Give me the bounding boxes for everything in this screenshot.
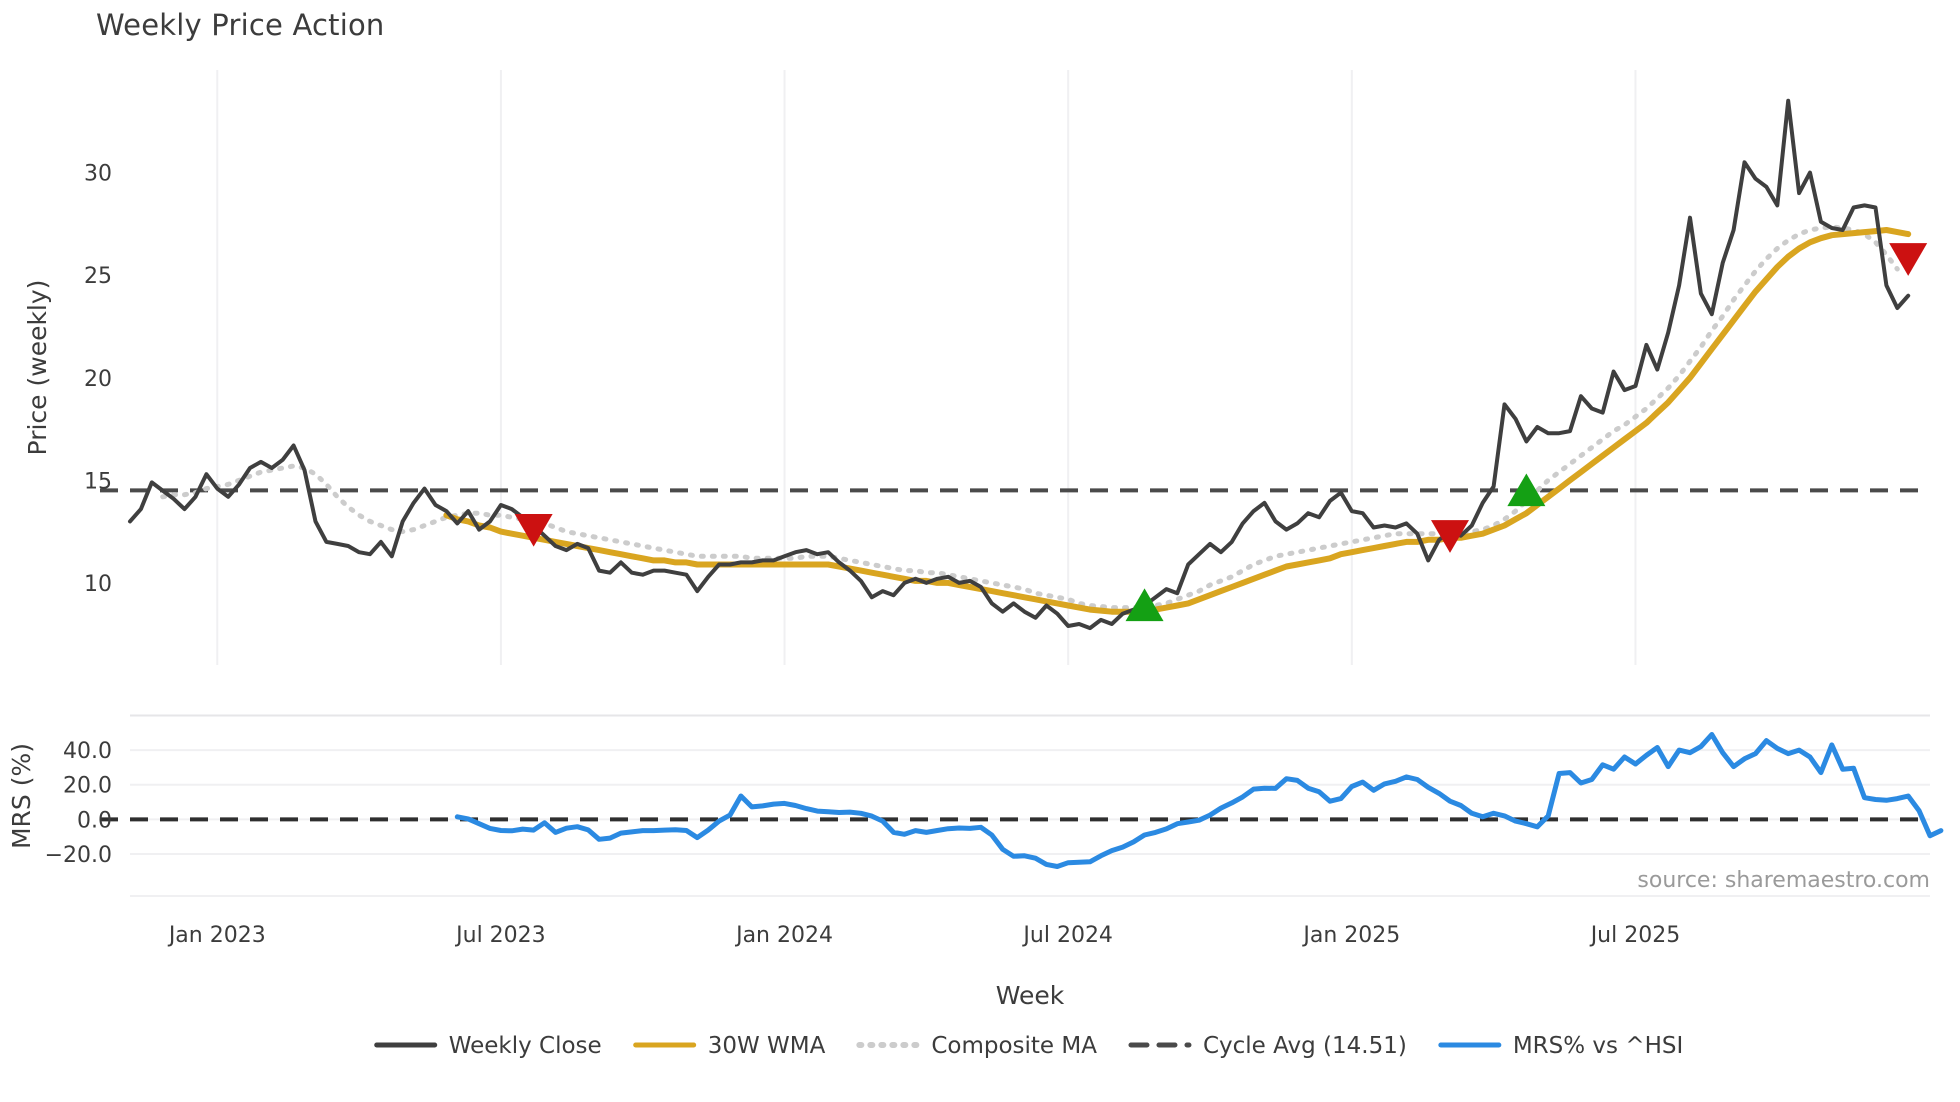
legend-item[interactable]: MRS% vs ^HSI	[1438, 1033, 1683, 1059]
buy-signal-marker	[1507, 473, 1546, 507]
sell-signal-marker	[1431, 520, 1469, 553]
legend-item[interactable]: Cycle Avg (14.51)	[1128, 1033, 1407, 1059]
mrs-y-tick: 0.0	[77, 808, 112, 833]
axis-labels: 10 15 20 25 30 −20.0 0.0 20.0 40.0 Jan 2023 Jul 20…	[7, 162, 1680, 1010]
x-axis-title: Week	[996, 981, 1065, 1010]
legend-label: Composite MA	[931, 1033, 1097, 1059]
x-tick-label: Jan 2024	[734, 923, 833, 948]
legend-label: Cycle Avg (14.51)	[1203, 1033, 1407, 1059]
price-panel	[100, 98, 1930, 631]
mrs-y-tick: 20.0	[63, 774, 112, 799]
x-tick-label: Jul 2024	[1021, 923, 1113, 948]
price-y-tick: 30	[84, 162, 112, 187]
series-weekly-close	[128, 98, 1911, 631]
legend-label: 30W WMA	[708, 1033, 826, 1059]
sell-signal-marker	[1889, 243, 1928, 276]
price-y-tick: 15	[84, 469, 112, 494]
mrs-axis-title: MRS (%)	[7, 743, 36, 849]
x-tick-label: Jan 2023	[167, 923, 266, 948]
legend-label: MRS% vs ^HSI	[1513, 1033, 1683, 1059]
x-tick-label: Jul 2023	[454, 923, 546, 948]
grid-lines	[130, 70, 1930, 897]
page-title: Weekly Price Action	[96, 8, 385, 42]
price-y-tick: 20	[84, 367, 112, 392]
mrs-y-tick: −20.0	[45, 843, 112, 868]
price-y-tick: 25	[84, 264, 112, 289]
buy-signal-marker	[1125, 588, 1164, 622]
sell-signal-marker	[514, 514, 553, 547]
x-tick-label: Jan 2025	[1301, 923, 1400, 948]
mrs-y-tick: 40.0	[63, 739, 112, 764]
price-axis-title: Price (weekly)	[23, 280, 52, 456]
x-tick-label: Jul 2025	[1589, 923, 1681, 948]
source-attribution: source: sharemaestro.com	[1637, 868, 1930, 893]
series-30w-wma	[443, 227, 1912, 615]
series-mrs-pct	[454, 732, 1944, 869]
mrs-panel	[100, 732, 1944, 869]
chart-legend: Weekly Close 30W WMA Composite MA Cycle Avg…	[374, 1033, 1683, 1059]
price-y-tick: 10	[84, 572, 112, 597]
legend-label: Weekly Close	[449, 1033, 602, 1059]
legend-item[interactable]: 30W WMA	[633, 1033, 826, 1059]
legend-item[interactable]: Composite MA	[856, 1033, 1097, 1059]
signal-markers	[514, 243, 1928, 622]
series-composite-ma	[160, 224, 1900, 611]
legend-item[interactable]: Weekly Close	[374, 1033, 602, 1059]
